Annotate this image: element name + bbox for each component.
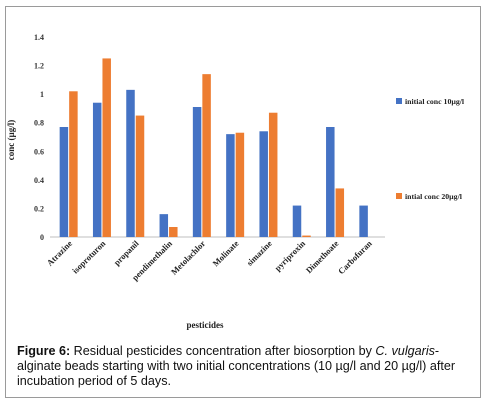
legend-swatch-2 [396,193,402,199]
caption-label: Figure 6: [17,344,71,358]
x-axis-label: pesticides [187,320,224,330]
x-tick-label: Metolachlor [169,238,208,277]
y-tick-label: 0.2 [34,204,44,213]
y-axis-ticks: 0 0.2 0.4 0.6 0.8 1 1.2 1.4 [34,33,44,242]
bar-series1-pendimethalin [159,214,169,237]
bar-series2-pendimethalin [169,227,178,237]
bar-series1-metolachlor [192,107,202,237]
y-tick-label: 0.8 [34,119,44,128]
bar-series2-atrazine [69,91,78,238]
bar-series2-isoproturon [102,58,111,237]
bar-series1-atrazine [59,127,69,237]
y-tick-label: 0.4 [34,176,44,185]
x-tick-label: Molinate [210,238,240,268]
y-tick-label: 1 [40,90,44,99]
y-tick-label: 0 [40,233,44,242]
x-tick-label: pyriproxin [272,238,307,273]
x-tick-label: propanil [112,238,141,267]
x-tick-label: Carbofuran [336,238,374,276]
y-axis-label: conc (µg/l) [6,120,16,160]
caption-species: C. vulgaris [375,344,435,358]
caption-text-2: -alginate beads starting with two initia… [17,344,456,388]
x-tick-label: isoproturon [70,238,107,275]
bars [59,58,368,238]
bar-series2-metolachlor [202,74,211,238]
bar-series1-molinate [226,134,235,237]
x-tick-label: Atrazine [45,238,75,268]
legend-label-2: intial conc 20µg/l [405,192,463,201]
x-tick-label: simazine [244,238,274,268]
bar-series1-propanil [126,89,135,237]
bar-series1-pyriproxin [292,205,302,237]
y-tick-label: 0.6 [34,147,44,156]
legend: initial conc 10µg/l intial conc 20µg/l [396,97,465,201]
figure-caption: Figure 6: Residual pesticides concentrat… [17,344,477,389]
bar-series1-dimethoate [326,127,335,237]
caption-text-1: Residual pesticides concentration after … [70,344,376,358]
legend-swatch-1 [396,98,402,104]
bar-series2-dimethoate [335,188,345,237]
bar-series2-pyriproxin [302,235,311,237]
bar-series2-propanil [135,115,145,237]
legend-label-1: initial conc 10µg/l [405,97,465,106]
bar-series1-carbofuran [359,205,368,237]
y-tick-label: 1.4 [34,33,44,42]
bar-series1-simazine [259,131,268,237]
bar-series2-simazine [268,112,278,237]
bar-series2-molinate [235,132,245,237]
bar-series1-isoproturon [92,102,102,237]
x-tick-label: Dimethoate [304,238,341,275]
bar-chart: 0 0.2 0.4 0.6 0.8 1 1.2 1.4 Atrazineisoproturon… [6,33,465,330]
y-tick-label: 1.2 [34,62,44,71]
